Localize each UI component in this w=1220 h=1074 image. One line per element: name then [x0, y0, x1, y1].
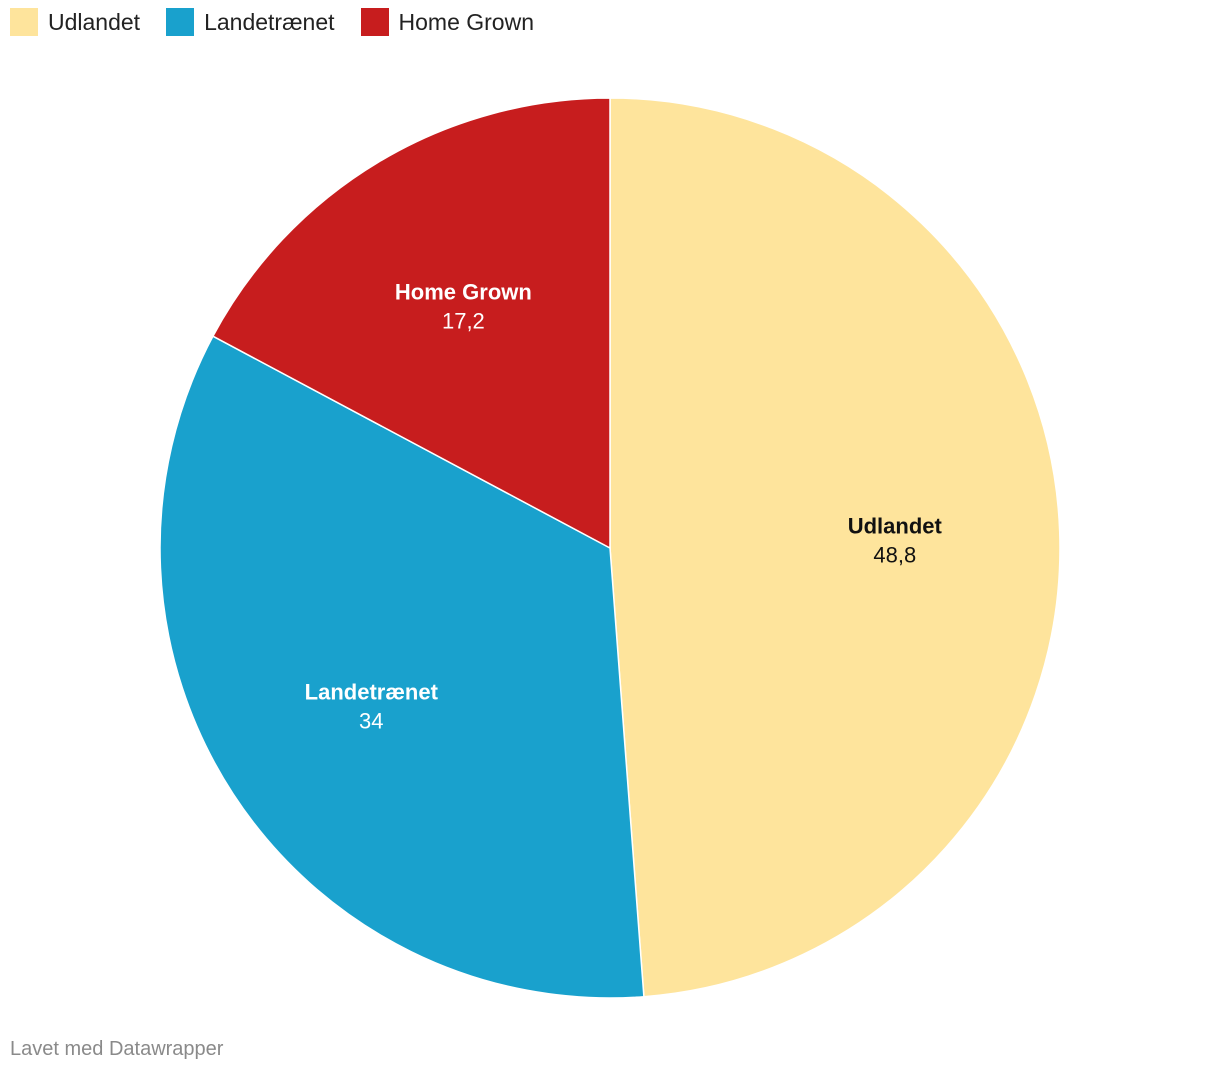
legend-label-home-grown: Home Grown [398, 8, 534, 35]
chart-legend: Udlandet Landetrænet Home Grown [10, 8, 534, 36]
slice-label-landetraenet: Landetrænet [305, 680, 439, 705]
slice-value-udlandet: 48,8 [873, 542, 916, 567]
slice-label-home-grown: Home Grown [395, 280, 532, 305]
pie-slice-home-grown [211, 97, 611, 550]
pie-slice-udlandet [609, 97, 1061, 998]
legend-item-landetraenet: Landetrænet [166, 8, 335, 36]
legend-swatch-landetraenet [166, 8, 195, 36]
legend-label-landetraenet: Landetrænet [204, 8, 335, 35]
legend-swatch-home-grown [360, 8, 389, 36]
legend-label-udlandet: Udlandet [48, 8, 141, 35]
footer-credit: Lavet med Datawrapper [10, 1038, 224, 1060]
legend-swatch-udlandet [10, 8, 38, 36]
slice-value-home-grown: 17,2 [442, 309, 485, 334]
legend-item-home-grown: Home Grown [360, 8, 534, 36]
legend-item-udlandet: Udlandet [10, 8, 140, 36]
slice-label-udlandet: Udlandet [848, 513, 943, 538]
slice-value-landetraenet: 34 [359, 709, 383, 734]
